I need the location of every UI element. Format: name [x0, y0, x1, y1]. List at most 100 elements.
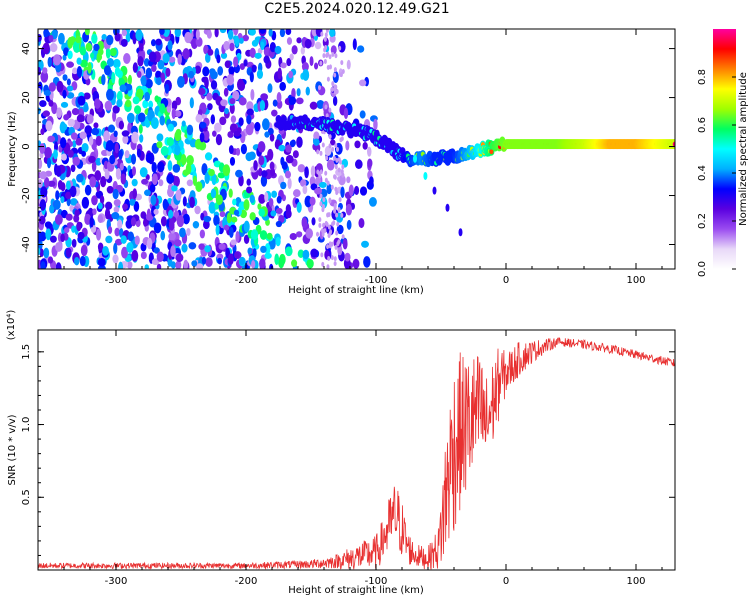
spectrogram-cell [63, 114, 70, 121]
spectrogram-cell [122, 203, 129, 210]
spectrogram-cell [363, 256, 371, 268]
spectrogram-cell [223, 224, 230, 231]
spectrogram-cell [341, 234, 345, 240]
spectrogram-cell [268, 197, 274, 207]
spectrogram-cell [83, 104, 89, 112]
spectrogram-cell [65, 247, 72, 258]
snr-y-ticks: 0.5 1.0 1.5 [21, 344, 675, 556]
spectrogram-cell [323, 228, 327, 234]
spectrogram-cell [180, 154, 187, 166]
spectrogram-cell [330, 139, 336, 146]
spectrogram-cell [489, 149, 494, 155]
spectrogram-cell [249, 212, 256, 221]
spectrogram-cell [233, 56, 239, 68]
spectrogram-cell [186, 124, 194, 136]
spectrogram-cell [227, 131, 234, 138]
x-tick-label: -200 [235, 576, 258, 587]
spectrogram-cell [275, 236, 281, 247]
spectrogram-cell [341, 164, 345, 170]
spectrogram-cell [214, 122, 222, 133]
spectrogram-cell [264, 252, 272, 259]
spectrogram-cell [230, 115, 237, 124]
spectrogram-cell [331, 51, 335, 57]
spectrogram-cell [38, 158, 43, 170]
spectrogram-cell [76, 65, 83, 78]
spectrogram-cell [63, 47, 69, 56]
spectrogram-cell [40, 128, 45, 135]
spectrogram-cell [76, 57, 82, 65]
spectrogram-cell [338, 197, 342, 203]
spectrogram-cell [43, 89, 51, 97]
spectrogram-cell [233, 130, 241, 137]
spectrogram-cell [321, 261, 325, 267]
spectrogram-cell [70, 164, 76, 173]
spectrogram-cell [175, 260, 182, 269]
spectrogram-cell [330, 45, 337, 55]
spectrogram-cell [423, 171, 428, 180]
spectrogram-cell [126, 112, 135, 124]
spectrogram-cell [174, 239, 182, 247]
spectrogram-cell [47, 256, 54, 264]
spectrogram-cell [340, 186, 345, 198]
spectrogram-cell [333, 256, 337, 262]
spectrogram-cell [324, 45, 328, 51]
spectrogram-cell [132, 62, 138, 73]
spectrogram-cell [320, 196, 328, 209]
spectrogram-cell [261, 170, 268, 178]
spectrogram-cell [228, 226, 234, 239]
spectrogram-cell [168, 232, 176, 241]
spectrogram-cell [75, 137, 83, 146]
spectrogram-cell [301, 61, 309, 72]
spectrogram-cell [289, 232, 297, 241]
spectrogram-y-label: Frequency (Hz) [7, 111, 18, 187]
spectrogram-cell [288, 96, 297, 105]
spectrogram-cell [326, 264, 330, 269]
spectrogram-cell [119, 84, 127, 93]
spectrogram-cell [325, 53, 329, 59]
spectrogram-cell [170, 245, 176, 258]
spectrogram-cell [249, 194, 255, 204]
spectrogram-cell [150, 194, 157, 206]
spectrogram-cell [341, 172, 345, 178]
spectrogram-cell [131, 249, 139, 262]
spectrogram-cell [269, 263, 274, 269]
spectrogram-cell [171, 100, 178, 111]
spectrogram-cell [291, 259, 298, 268]
spectrogram-cell [151, 162, 157, 173]
spectrogram-cell [127, 74, 132, 85]
spectrogram-cell [131, 153, 137, 165]
spectrogram-cell [346, 176, 351, 184]
spectrogram-cell [133, 201, 140, 212]
spectrogram-cell [313, 131, 320, 141]
spectrogram-cell [194, 205, 201, 215]
spectrogram-cell [70, 132, 78, 140]
spectrogram-cell [326, 244, 330, 250]
spectrogram-cell [150, 39, 156, 47]
spectrogram-cell [246, 178, 252, 186]
spectrogram-cell [245, 123, 254, 136]
spectrogram-cell [79, 46, 87, 56]
spectrogram-cell [155, 70, 161, 78]
spectrogram-cell [331, 221, 335, 227]
spectrogram-cell [233, 29, 239, 36]
spectrogram-cell [101, 34, 107, 41]
spectrogram-cell [330, 184, 334, 190]
spectrogram-cell [213, 214, 220, 227]
spectrogram-cell [314, 62, 319, 70]
spectrogram-cell [119, 228, 124, 238]
spectrogram-cell [247, 247, 253, 255]
spectrogram-cell [337, 167, 341, 173]
spectrogram-cell [127, 122, 132, 134]
spectrogram-cell [331, 146, 335, 152]
spectrogram-cell [219, 29, 227, 34]
spectrogram-cell [60, 123, 68, 131]
spectrogram-cell [234, 251, 240, 259]
spectrogram-cell [56, 107, 63, 119]
spectrogram-cell [144, 189, 151, 196]
spectrogram-cell [181, 243, 188, 253]
spectrogram-cell [269, 161, 275, 171]
spectrogram-cell [63, 227, 70, 234]
spectrogram-cell [38, 67, 41, 76]
spectrogram-cell [113, 206, 120, 213]
spectrogram-cell [96, 52, 101, 63]
